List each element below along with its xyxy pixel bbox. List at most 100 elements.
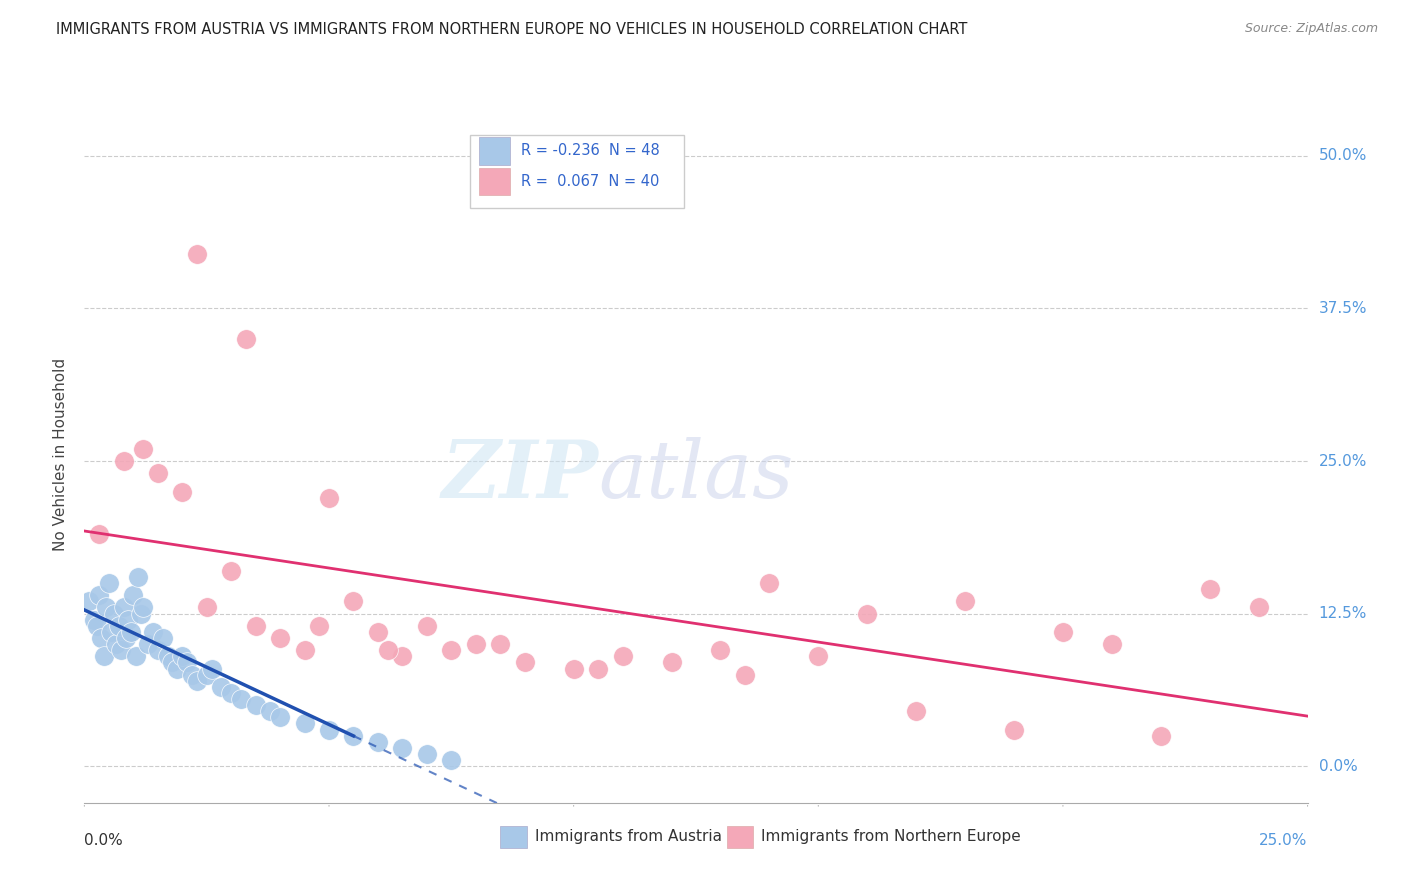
Point	[195, 600, 218, 615]
Point	[1198, 582, 1220, 597]
Point	[269, 631, 291, 645]
Point	[259, 704, 281, 718]
Point	[125, 649, 148, 664]
Point	[612, 649, 634, 664]
Text: 25.0%: 25.0%	[1260, 833, 1308, 848]
Point	[83, 613, 105, 627]
Text: Immigrants from Austria: Immigrants from Austria	[534, 830, 721, 845]
Point	[110, 643, 132, 657]
Point	[181, 667, 204, 681]
Point	[758, 576, 780, 591]
Point	[416, 747, 439, 761]
Point	[229, 692, 252, 706]
Point	[318, 491, 340, 505]
Point	[132, 600, 155, 615]
Point	[367, 735, 389, 749]
Point	[219, 564, 242, 578]
Point	[294, 716, 316, 731]
Point	[1052, 624, 1074, 639]
Point	[318, 723, 340, 737]
Point	[269, 710, 291, 724]
Point	[132, 442, 155, 456]
Point	[661, 656, 683, 670]
Point	[367, 624, 389, 639]
Point	[122, 588, 145, 602]
Point	[136, 637, 159, 651]
Text: 25.0%: 25.0%	[1319, 453, 1367, 468]
Point	[209, 680, 232, 694]
FancyBboxPatch shape	[470, 135, 683, 208]
Point	[391, 740, 413, 755]
Text: Source: ZipAtlas.com: Source: ZipAtlas.com	[1244, 22, 1378, 36]
Point	[200, 661, 222, 675]
Point	[162, 656, 184, 670]
Text: R = -0.236  N = 48: R = -0.236 N = 48	[522, 144, 659, 159]
Point	[245, 619, 267, 633]
Text: R =  0.067  N = 40: R = 0.067 N = 40	[522, 174, 659, 189]
Point	[112, 454, 135, 468]
Point	[87, 527, 110, 541]
Point	[734, 667, 756, 681]
Point	[97, 576, 120, 591]
Text: 0.0%: 0.0%	[84, 833, 124, 848]
Point	[186, 246, 208, 260]
Point	[342, 729, 364, 743]
Point	[87, 588, 110, 602]
Point	[905, 704, 928, 718]
Point	[117, 613, 139, 627]
Point	[235, 332, 257, 346]
Point	[142, 624, 165, 639]
Point	[513, 656, 536, 670]
Text: atlas: atlas	[598, 437, 793, 515]
Text: Immigrants from Northern Europe: Immigrants from Northern Europe	[761, 830, 1021, 845]
Point	[807, 649, 830, 664]
Point	[245, 698, 267, 713]
Point	[440, 753, 463, 767]
Point	[1002, 723, 1025, 737]
Point	[562, 661, 585, 675]
Point	[93, 649, 115, 664]
Point	[86, 619, 108, 633]
Point	[1247, 600, 1270, 615]
Text: 37.5%: 37.5%	[1319, 301, 1367, 316]
Point	[115, 631, 138, 645]
FancyBboxPatch shape	[501, 826, 527, 848]
Point	[77, 594, 100, 608]
FancyBboxPatch shape	[727, 826, 754, 848]
Point	[96, 600, 118, 615]
Point	[391, 649, 413, 664]
Point	[186, 673, 208, 688]
Point	[440, 643, 463, 657]
Point	[1150, 729, 1173, 743]
Point	[416, 619, 439, 633]
Point	[953, 594, 976, 608]
Y-axis label: No Vehicles in Household: No Vehicles in Household	[53, 359, 69, 551]
Point	[129, 607, 152, 621]
Point	[100, 624, 122, 639]
Point	[127, 570, 149, 584]
Text: 0.0%: 0.0%	[1319, 759, 1357, 773]
Point	[90, 631, 112, 645]
Point	[105, 637, 128, 651]
Point	[342, 594, 364, 608]
Text: 12.5%: 12.5%	[1319, 606, 1367, 621]
Text: IMMIGRANTS FROM AUSTRIA VS IMMIGRANTS FROM NORTHERN EUROPE NO VEHICLES IN HOUSEH: IMMIGRANTS FROM AUSTRIA VS IMMIGRANTS FR…	[56, 22, 967, 37]
Point	[586, 661, 609, 675]
Point	[107, 619, 129, 633]
Point	[1101, 637, 1123, 651]
FancyBboxPatch shape	[479, 168, 510, 195]
Point	[489, 637, 512, 651]
Point	[709, 643, 731, 657]
Point	[146, 467, 169, 481]
Point	[146, 643, 169, 657]
Point	[856, 607, 879, 621]
Point	[152, 631, 174, 645]
Point	[464, 637, 486, 651]
Point	[103, 607, 125, 621]
Point	[176, 656, 198, 670]
FancyBboxPatch shape	[479, 137, 510, 165]
Point	[308, 619, 330, 633]
Point	[219, 686, 242, 700]
Point	[172, 484, 194, 499]
Point	[166, 661, 188, 675]
